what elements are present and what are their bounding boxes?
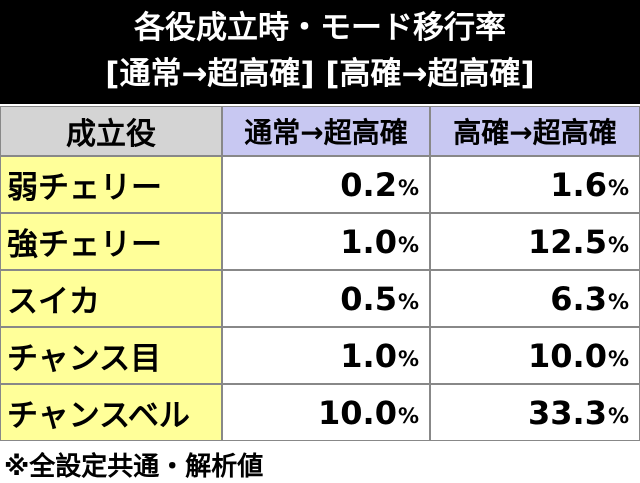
table: 成立役 通常→超高確 高確→超高確 弱チェリー 0.2% 1.6% 強チェリー 1.0% 12.… — [0, 106, 640, 441]
row-label: 強チェリー — [0, 213, 222, 270]
value-cell: 12.5% — [430, 213, 640, 270]
value: 12.5 — [528, 222, 607, 261]
value-cell: 1.6% — [430, 156, 640, 213]
unit: % — [607, 232, 629, 257]
column-header: 高確→超高確 — [430, 106, 640, 156]
unit: % — [607, 175, 629, 200]
unit: % — [607, 403, 629, 428]
value: 6.3 — [550, 279, 607, 318]
unit: % — [397, 346, 419, 371]
value: 1.6 — [550, 165, 607, 204]
subtitle: [通常→超高確] [高確→超高確] — [105, 56, 535, 92]
value: 1.0 — [340, 336, 397, 375]
row-label: チャンス目 — [0, 327, 222, 384]
value: 10.0 — [528, 336, 607, 375]
value: 0.2 — [340, 165, 397, 204]
title: 各役成立時・モード移行率 — [134, 10, 506, 46]
row-label: スイカ — [0, 270, 222, 327]
value: 33.3 — [528, 393, 607, 432]
unit: % — [397, 175, 419, 200]
footnote: ※全設定共通・解析値 — [4, 452, 264, 482]
value-cell: 10.0% — [222, 384, 430, 441]
unit: % — [397, 232, 419, 257]
value-cell: 10.0% — [430, 327, 640, 384]
value-cell: 33.3% — [430, 384, 640, 441]
value: 1.0 — [340, 222, 397, 261]
value: 10.0 — [318, 393, 397, 432]
row-label: チャンスベル — [0, 384, 222, 441]
value-cell: 1.0% — [222, 327, 430, 384]
value-cell: 0.2% — [222, 156, 430, 213]
value-cell: 6.3% — [430, 270, 640, 327]
unit: % — [397, 403, 419, 428]
value-cell: 1.0% — [222, 213, 430, 270]
header: 各役成立時・モード移行率 [通常→超高確] [高確→超高確] — [0, 0, 640, 104]
value: 0.5 — [340, 279, 397, 318]
value-cell: 0.5% — [222, 270, 430, 327]
column-header: 成立役 — [0, 106, 222, 156]
unit: % — [397, 289, 419, 314]
row-label: 弱チェリー — [0, 156, 222, 213]
unit: % — [607, 346, 629, 371]
column-header: 通常→超高確 — [222, 106, 430, 156]
unit: % — [607, 289, 629, 314]
